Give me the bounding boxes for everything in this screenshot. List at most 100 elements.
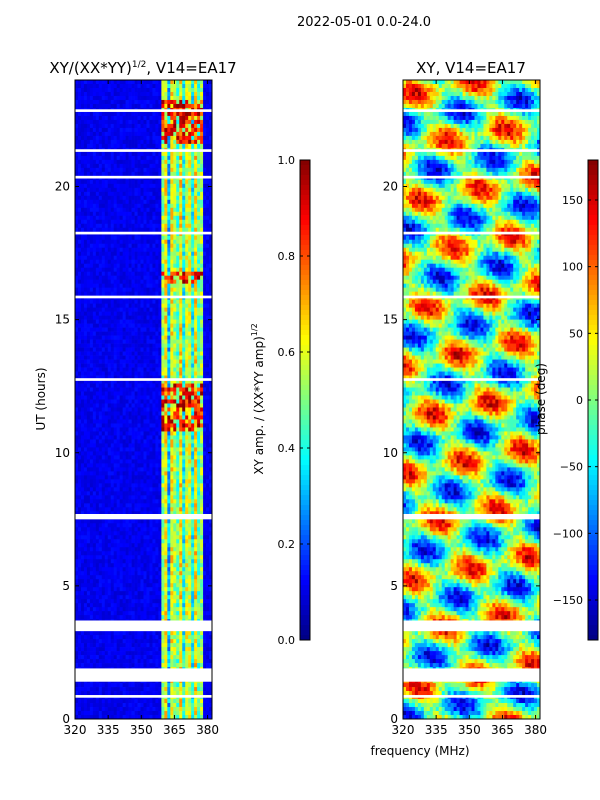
heat-cell [107, 363, 112, 368]
heat-cell [152, 259, 156, 265]
heat-cell [152, 339, 156, 344]
heat-cell [101, 183, 106, 189]
heat-cell [122, 327, 126, 332]
heat-cell [200, 207, 204, 213]
heat-cell [89, 379, 94, 384]
heat-cell [95, 339, 100, 344]
heat-cell [107, 315, 112, 320]
heat-cell [110, 419, 115, 424]
heat-cell [155, 407, 159, 412]
heat-cell [191, 99, 195, 105]
heat-cell [128, 95, 132, 101]
heat-cell [182, 159, 186, 165]
heat-cell [113, 315, 118, 320]
heat-cell [104, 479, 109, 484]
heat-cell [113, 199, 118, 205]
heat-cell [179, 399, 183, 404]
heat-cell [122, 319, 126, 324]
heat-cell [128, 331, 132, 336]
heat-cell [146, 80, 150, 85]
heat-cell [158, 363, 162, 368]
heat-cell [75, 259, 79, 265]
heat-cell [101, 227, 106, 233]
heat-cell [173, 247, 177, 253]
heat-cell [113, 203, 118, 209]
heat-cell [77, 239, 82, 245]
heat-cell [173, 395, 177, 400]
heat-cell [203, 275, 207, 281]
heat-cell [203, 151, 207, 157]
heat-cell [107, 207, 112, 213]
heat-cell [75, 411, 79, 416]
heat-cell [155, 179, 159, 185]
heat-cell [125, 195, 129, 201]
heat-cell [116, 239, 121, 245]
heat-cell [206, 371, 210, 376]
heat-cell [86, 411, 91, 416]
heat-cell [146, 271, 150, 277]
heat-cell [110, 403, 115, 408]
heat-cell [92, 455, 97, 460]
heat-cell [143, 131, 147, 137]
heat-cell [182, 431, 186, 436]
heat-cell [101, 119, 106, 125]
heat-cell [164, 471, 168, 476]
heat-cell [182, 123, 186, 129]
heat-cell [158, 159, 162, 165]
heat-cell [170, 279, 174, 285]
heat-cell [191, 403, 195, 408]
heat-cell [164, 183, 168, 189]
heat-cell [113, 127, 118, 133]
heat-cell [116, 139, 121, 145]
heat-cell [200, 331, 204, 336]
heat-cell [122, 179, 126, 185]
heat-cell [116, 343, 121, 348]
heat-cell [116, 123, 121, 129]
heat-cell [104, 455, 109, 460]
heat-cell [203, 411, 207, 416]
heat-cell [122, 291, 126, 297]
heat-cell [176, 331, 180, 336]
heat-cell [86, 511, 91, 516]
heat-cell [146, 83, 150, 89]
heat-cell [92, 447, 97, 452]
heat-cell [197, 103, 201, 109]
heat-cell [137, 399, 141, 404]
heat-cell [89, 467, 94, 472]
heat-cell [104, 471, 109, 476]
heat-cell [209, 111, 213, 117]
heat-cell [200, 343, 204, 348]
heat-cell [77, 307, 82, 312]
heat-cell [173, 215, 177, 221]
heat-cell [170, 183, 174, 189]
heat-cell [89, 335, 94, 340]
heat-cell [170, 80, 174, 85]
heat-cell [143, 187, 147, 193]
heat-cell [116, 207, 121, 213]
heat-cell [191, 271, 195, 277]
heat-cell [122, 263, 126, 269]
heat-cell [80, 439, 85, 444]
heat-cell [95, 403, 100, 408]
heat-cell [113, 379, 118, 384]
heat-cell [83, 467, 88, 472]
heat-cell [137, 171, 141, 177]
heat-cell [122, 127, 126, 133]
heat-cell [83, 199, 88, 205]
heat-cell [86, 375, 91, 380]
heat-cell [158, 355, 162, 360]
heat-cell [101, 355, 106, 360]
heat-cell [152, 179, 156, 185]
heat-cell [167, 227, 171, 233]
heat-cell [146, 287, 150, 293]
heat-cell [122, 487, 126, 492]
heat-cell [197, 303, 201, 308]
heat-cell [95, 499, 100, 504]
heat-cell [119, 427, 123, 432]
heat-cell [143, 219, 147, 225]
heat-cell [158, 167, 162, 173]
heat-cell [80, 463, 85, 468]
heat-cell [77, 215, 82, 221]
heat-cell [197, 159, 201, 165]
heat-cell [125, 275, 129, 281]
